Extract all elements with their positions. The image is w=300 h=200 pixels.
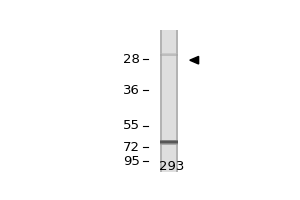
Bar [160,158,178,160]
Bar [160,141,178,142]
Bar [160,103,178,106]
Bar [160,55,178,56]
Bar [160,110,178,113]
Bar [160,167,178,169]
Bar [176,30,178,172]
Bar [160,56,178,58]
Bar [160,125,178,127]
Bar [160,33,178,35]
Bar [160,77,178,80]
Bar [160,94,178,96]
Bar [160,140,178,141]
Polygon shape [190,56,199,64]
Bar [160,63,178,66]
Bar [160,108,178,110]
Bar [160,82,178,84]
Bar [160,70,178,73]
Bar [160,61,178,63]
Text: 36: 36 [123,84,140,97]
Bar [160,84,178,87]
Bar [160,44,178,47]
Bar [160,53,178,54]
Bar [160,143,178,144]
Bar [160,160,178,162]
Bar [160,37,178,40]
Bar [160,146,178,148]
Text: 293: 293 [158,160,184,173]
Bar [160,51,178,54]
Bar [160,30,178,33]
Bar [160,162,178,165]
Bar [160,106,178,108]
Bar [160,129,178,132]
Bar [160,47,178,49]
Bar [160,153,178,155]
Bar [160,132,178,134]
Bar [160,142,178,143]
Bar [160,30,161,172]
Bar [160,155,178,158]
Bar [160,58,178,61]
Text: 55: 55 [123,119,140,132]
Bar [160,115,178,118]
Text: 72: 72 [123,141,140,154]
Bar [160,136,178,139]
Bar [160,42,178,44]
Bar [160,144,178,145]
Bar [160,113,178,115]
Bar [160,141,178,144]
Bar [160,75,178,77]
Bar [160,165,178,167]
Bar [160,92,178,94]
Bar [160,139,178,141]
Bar [160,49,178,51]
Bar [160,40,178,42]
Bar [160,73,178,75]
Bar [160,80,178,82]
Bar [160,148,178,151]
Bar [160,99,178,101]
Bar [160,66,178,68]
Bar [160,54,178,55]
Bar [160,127,178,129]
Bar [160,96,178,99]
Bar [160,122,178,125]
Bar [160,120,178,122]
Bar [160,87,178,89]
Bar [160,118,178,120]
Bar [160,144,178,146]
Bar [160,151,178,153]
Bar [160,68,178,70]
Bar [160,134,178,136]
Bar [160,54,178,56]
Bar [160,89,178,92]
Text: 28: 28 [123,53,140,66]
Bar [160,169,178,172]
Text: 95: 95 [123,155,140,168]
Bar [160,101,178,103]
Bar [160,35,178,37]
